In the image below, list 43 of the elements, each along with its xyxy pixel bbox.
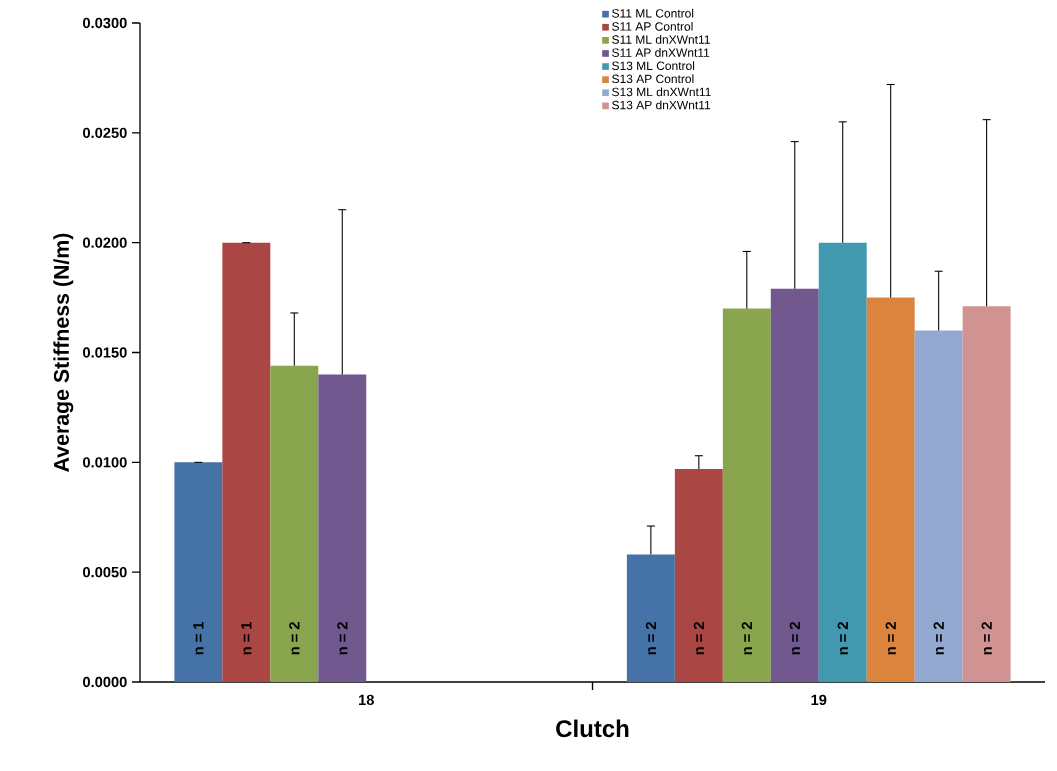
annotation: n = 2 — [981, 622, 992, 655]
bar — [770, 288, 819, 682]
bar — [626, 554, 675, 682]
x-tick-label: 18 — [359, 694, 374, 706]
annotation: n = 2 — [645, 622, 656, 655]
annotation: n = 2 — [789, 622, 800, 655]
bar — [222, 242, 271, 682]
y-tick-label: 0.0150 — [83, 347, 127, 358]
annotation: n = 2 — [337, 622, 348, 655]
annotation: n = 1 — [241, 621, 252, 655]
bar — [722, 308, 771, 682]
bar — [318, 374, 367, 682]
y-tick-label: 0.0100 — [83, 457, 127, 468]
annotation: n = 2 — [693, 622, 704, 655]
legend-label: S13 AP dnXWnt11 — [612, 100, 711, 110]
x-tick-label: 19 — [811, 694, 827, 706]
y-tick-label: 0.0200 — [83, 237, 127, 248]
bar — [962, 306, 1011, 682]
legend-label: S13 AP Control — [612, 74, 694, 84]
annotation: n = 2 — [289, 622, 300, 655]
annotation: n = 2 — [741, 622, 752, 655]
legend-label: S11 ML dnXWnt11 — [612, 35, 710, 44]
y-axis-title: Average Stiffness (N/m) — [53, 233, 74, 472]
bar — [270, 365, 319, 682]
annotation: n = 2 — [933, 622, 944, 655]
x-axis-title: Clutch — [556, 719, 629, 738]
annotation: n = 2 — [885, 622, 896, 655]
y-tick-label: 0.0000 — [83, 676, 127, 688]
legend-label: S11 AP dnXWnt11 — [612, 48, 710, 57]
legend-label: S13 ML dnXWnt11 — [612, 87, 711, 97]
bar — [914, 330, 963, 682]
y-tick-label: 0.0300 — [83, 17, 127, 29]
bar — [818, 242, 867, 682]
bar — [674, 468, 723, 682]
bar — [866, 297, 915, 682]
legend-label: S13 ML Control — [612, 61, 695, 71]
legend-label: S11 AP Control — [612, 21, 693, 31]
legend-label: S11 ML Control — [612, 8, 694, 18]
y-tick-label: 0.0250 — [83, 127, 127, 139]
annotation: n = 1 — [193, 621, 204, 655]
y-tick-label: 0.0050 — [83, 566, 127, 578]
bar — [174, 462, 223, 682]
annotation: n = 2 — [837, 622, 848, 655]
